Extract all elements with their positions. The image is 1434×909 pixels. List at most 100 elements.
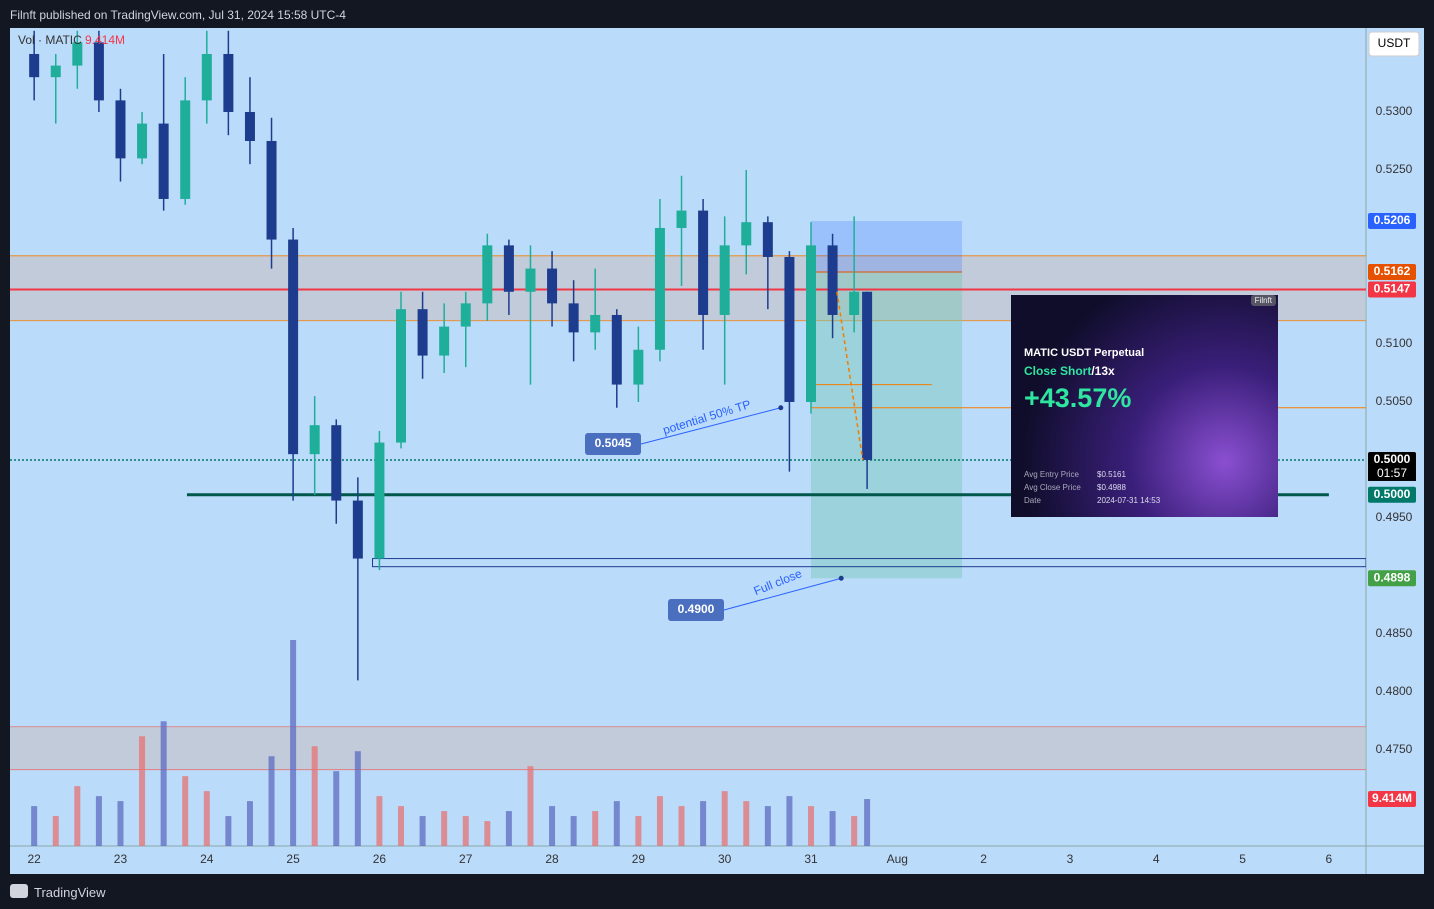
volume-bar xyxy=(52,816,59,846)
candle-body xyxy=(158,123,169,199)
header-text: Filnft published on TradingView.com, Jul… xyxy=(10,8,346,22)
candle-body xyxy=(741,222,752,246)
currency-label: USDT xyxy=(1378,36,1411,50)
volume-bar xyxy=(721,791,728,846)
card-row-label: Avg Entry Price xyxy=(1024,470,1079,479)
volume-bar xyxy=(829,811,836,846)
card-pnl: +43.57% xyxy=(1024,383,1132,413)
price-label: 0.5206 xyxy=(1374,213,1411,227)
volume-bar xyxy=(74,786,81,846)
card-row-value: 2024-07-31 14:53 xyxy=(1097,496,1161,505)
candle-body xyxy=(460,303,471,327)
volume-legend: Vol · MATIC xyxy=(18,33,82,47)
x-tick-label: Aug xyxy=(887,852,908,866)
volume-bar xyxy=(570,816,577,846)
countdown-box xyxy=(1368,466,1416,481)
candle-body xyxy=(525,268,536,292)
card-row: Date 2024-07-31 14:53 xyxy=(1024,496,1160,505)
y-tick-label: 0.5250 xyxy=(1376,162,1413,176)
volume-bar xyxy=(398,806,405,846)
volume-bar xyxy=(462,816,469,846)
zone xyxy=(10,726,1366,770)
volume-bar xyxy=(225,816,232,846)
volume-bar xyxy=(182,776,189,846)
volume-label-box xyxy=(1368,791,1416,808)
x-tick-label: 26 xyxy=(373,852,387,866)
card-action-text: Close Short xyxy=(1024,364,1092,378)
volume-bar xyxy=(743,801,750,846)
volume-bar xyxy=(700,801,707,846)
price-label-box xyxy=(1368,451,1416,468)
candle-body xyxy=(29,53,40,78)
x-tick-label: 25 xyxy=(286,852,300,866)
volume-bar xyxy=(117,801,124,846)
candle-body xyxy=(180,100,191,199)
volume-bar xyxy=(95,796,102,846)
candle-body xyxy=(288,239,299,455)
volume-bar xyxy=(139,736,146,846)
x-tick-label: 5 xyxy=(1239,852,1246,866)
footer-text: TradingView xyxy=(34,885,106,900)
card-row-label: Avg Close Price xyxy=(1024,483,1081,492)
volume-bar xyxy=(656,796,663,846)
volume-bar xyxy=(268,756,275,846)
card-row-label: Date xyxy=(1024,496,1041,505)
header-bar: Filnft published on TradingView.com, Jul… xyxy=(0,0,1434,28)
y-tick-label: 0.5300 xyxy=(1376,104,1413,118)
card-leverage: /13x xyxy=(1091,364,1115,378)
candle-body xyxy=(352,500,363,559)
volume-bar xyxy=(764,806,771,846)
arrow xyxy=(836,291,864,461)
callout-line xyxy=(640,407,781,445)
callout-box xyxy=(585,433,641,455)
y-tick-label: 0.5050 xyxy=(1376,394,1413,408)
price-label-box xyxy=(1368,570,1416,587)
candle-body xyxy=(50,65,61,78)
candle-body xyxy=(137,123,148,159)
volume-bar xyxy=(549,806,556,846)
y-tick-label: 0.4850 xyxy=(1376,626,1413,640)
callout-point xyxy=(778,405,784,411)
volume-legend-value: 9.414M xyxy=(85,33,125,47)
candle-body xyxy=(862,291,873,460)
volume-bar xyxy=(31,806,38,846)
card-tag: Filnft xyxy=(1250,295,1276,306)
volume-bar xyxy=(613,801,620,846)
volume-bar xyxy=(484,821,491,846)
candle-body xyxy=(331,425,342,501)
x-tick-label: 27 xyxy=(459,852,473,866)
volume-bar xyxy=(786,796,793,846)
x-tick-label: 3 xyxy=(1067,852,1074,866)
volume-bar xyxy=(290,640,297,846)
callout-text: 0.5045 xyxy=(595,436,632,450)
volume-bar xyxy=(807,806,814,846)
price-label-box xyxy=(1368,281,1416,298)
price-label-box xyxy=(1368,486,1416,503)
candle-body xyxy=(698,210,709,315)
callout-box xyxy=(668,599,724,621)
candle-body xyxy=(654,227,665,350)
plot-layer xyxy=(10,30,1366,846)
candle-body xyxy=(309,425,320,455)
price-label-box xyxy=(1368,264,1416,281)
volume-bar xyxy=(635,816,642,846)
price-label: 0.5000 xyxy=(1374,452,1411,466)
callout-line xyxy=(723,577,842,611)
candle-body xyxy=(72,42,83,66)
trade-card: Filnft MATIC USDT Perpetual Close Short/… xyxy=(1011,295,1278,517)
candle-body xyxy=(762,222,773,257)
volume-bar xyxy=(354,751,361,846)
card-row-value: $0.5161 xyxy=(1097,470,1126,479)
candle-body xyxy=(417,309,428,356)
card-title: MATIC USDT Perpetual xyxy=(1024,347,1145,359)
footer-bar: TradingView xyxy=(0,874,1434,909)
candle-body xyxy=(568,303,579,333)
currency-button[interactable] xyxy=(1368,31,1420,57)
volume-bar xyxy=(311,746,318,846)
y-tick-label: 0.4750 xyxy=(1376,742,1413,756)
y-tick-label: 0.4950 xyxy=(1376,510,1413,524)
x-tick-label: 22 xyxy=(27,852,41,866)
candle-body xyxy=(547,268,558,304)
volume-label: 9.414M xyxy=(1372,791,1412,805)
